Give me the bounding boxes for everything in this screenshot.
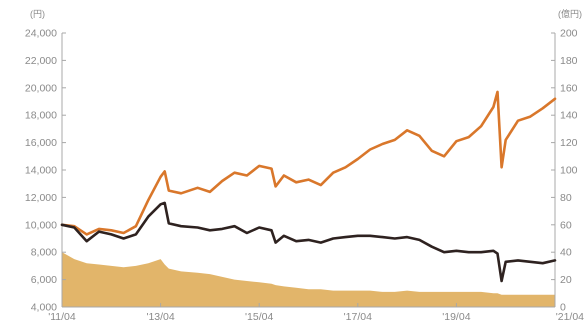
x-tick-label: '15/04 — [245, 311, 273, 323]
right-tick-label: 60 — [560, 219, 572, 231]
right-tick-label: 40 — [560, 247, 572, 259]
right-tick-label: 180 — [560, 55, 578, 67]
left-tick-label: 14,000 — [25, 165, 57, 177]
adjusted-nav-line — [60, 90, 557, 236]
left-axis-unit-label: (円) — [30, 9, 45, 19]
left-tick-label: 18,000 — [25, 110, 57, 122]
right-tick-label: 140 — [560, 110, 578, 122]
right-tick-label: 200 — [560, 28, 578, 40]
left-tick-label: 22,000 — [25, 55, 57, 67]
right-tick-label: 80 — [560, 192, 572, 204]
left-tick-label: 10,000 — [25, 219, 57, 231]
right-tick-label: 20 — [560, 274, 572, 286]
tick-marks — [61, 32, 556, 308]
left-tick-label: 8,000 — [31, 247, 57, 259]
left-tick-label: 24,000 — [25, 28, 57, 40]
nav-line — [60, 201, 557, 283]
right-tick-label: 120 — [560, 137, 578, 149]
right-tick-label: 0 — [560, 302, 566, 314]
series-lines — [60, 90, 557, 283]
left-tick-label: 6,000 — [31, 274, 57, 286]
x-tick-label: '11/04 — [48, 311, 76, 323]
right-tick-label: 100 — [560, 165, 578, 177]
left-tick-label: 4,000 — [31, 302, 57, 314]
tick-labels: 4,000 6,000 8,000 10,000 12,000 14,000 16,000 1… — [25, 28, 584, 324]
net-assets-area — [62, 252, 555, 307]
right-axis-unit-label: (億円) — [558, 8, 582, 19]
x-tick-label: '21/04 — [556, 311, 584, 323]
net-assets-area-layer — [62, 252, 555, 307]
left-tick-label: 16,000 — [25, 137, 57, 149]
x-tick-label: '13/04 — [146, 311, 174, 323]
left-tick-label: 12,000 — [25, 192, 57, 204]
x-tick-label: '19/04 — [442, 311, 470, 323]
left-tick-label: 20,000 — [25, 82, 57, 94]
x-tick-label: '17/04 — [344, 311, 372, 323]
right-tick-label: 160 — [560, 82, 578, 94]
